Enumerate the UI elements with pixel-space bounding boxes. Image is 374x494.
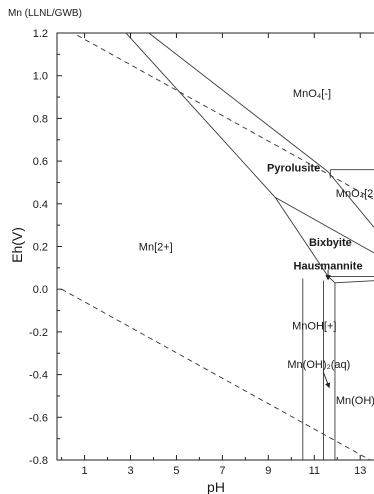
- y-tick-label: 1.0: [33, 71, 48, 83]
- x-tick-label: 3: [127, 465, 133, 477]
- region-label: Bixbyite: [309, 237, 352, 249]
- x-tick-label: 13: [354, 465, 366, 477]
- region-label: MnO₄[2-]: [336, 188, 374, 200]
- x-axis-title: pH: [207, 479, 225, 494]
- y-tick-label: -0.4: [29, 370, 48, 382]
- boundary-hausmannite-bottom: [334, 280, 374, 284]
- boundary-mn2-mno4: [148, 33, 329, 173]
- mnoh2-arrow: [323, 372, 331, 389]
- y-tick-label: 0.6: [33, 156, 48, 168]
- water-line-lower: [61, 288, 372, 460]
- y-tick-label: 0.8: [33, 113, 48, 125]
- y-tick-label: -0.2: [29, 327, 48, 339]
- y-axis-title: Eh(V): [9, 227, 25, 263]
- chart-title: Mn (LLNL/GWB): [8, 8, 82, 19]
- x-tick-label: 7: [219, 465, 225, 477]
- boundary-pyrolusite-mno4: [327, 171, 374, 228]
- y-tick-label: 0.2: [33, 242, 48, 254]
- y-tick-label: -0.8: [29, 455, 48, 467]
- plot-area: 1 3 5 7 9 11 131.21.00.80.60.40.20.0-0.2-0.4-0…: [29, 28, 374, 477]
- boundary-mn2-bixbyite: [274, 197, 329, 277]
- lines-group: [61, 33, 374, 460]
- boundary-hausmannite-left: [327, 276, 336, 284]
- boundary-pyrolusite-bixbyite: [275, 197, 374, 254]
- water-line-upper: [72, 33, 374, 200]
- x-tick-label: 1: [82, 465, 88, 477]
- region-label: Hausmannite: [294, 261, 363, 273]
- y-tick-label: -0.6: [29, 412, 48, 424]
- region-label: MnOH[+]: [292, 320, 336, 332]
- x-tick-label: 11: [309, 465, 320, 477]
- boundary-mn2-pyrolusite: [125, 33, 276, 198]
- region-label: Mn[2+]: [139, 242, 173, 254]
- region-label: MnO₄[-]: [293, 88, 331, 100]
- y-tick-label: 1.2: [33, 28, 48, 40]
- region-label: Mn(OH)₃[-]: [336, 395, 374, 407]
- region-label: Mn(OH)₂(aq): [287, 359, 350, 371]
- x-tick-label: 5: [173, 465, 179, 477]
- y-tick-label: 0.0: [33, 284, 48, 296]
- region-label: Pyrolusite: [267, 163, 320, 175]
- x-tick-label: 9: [265, 465, 271, 477]
- y-tick-label: 0.4: [33, 199, 48, 211]
